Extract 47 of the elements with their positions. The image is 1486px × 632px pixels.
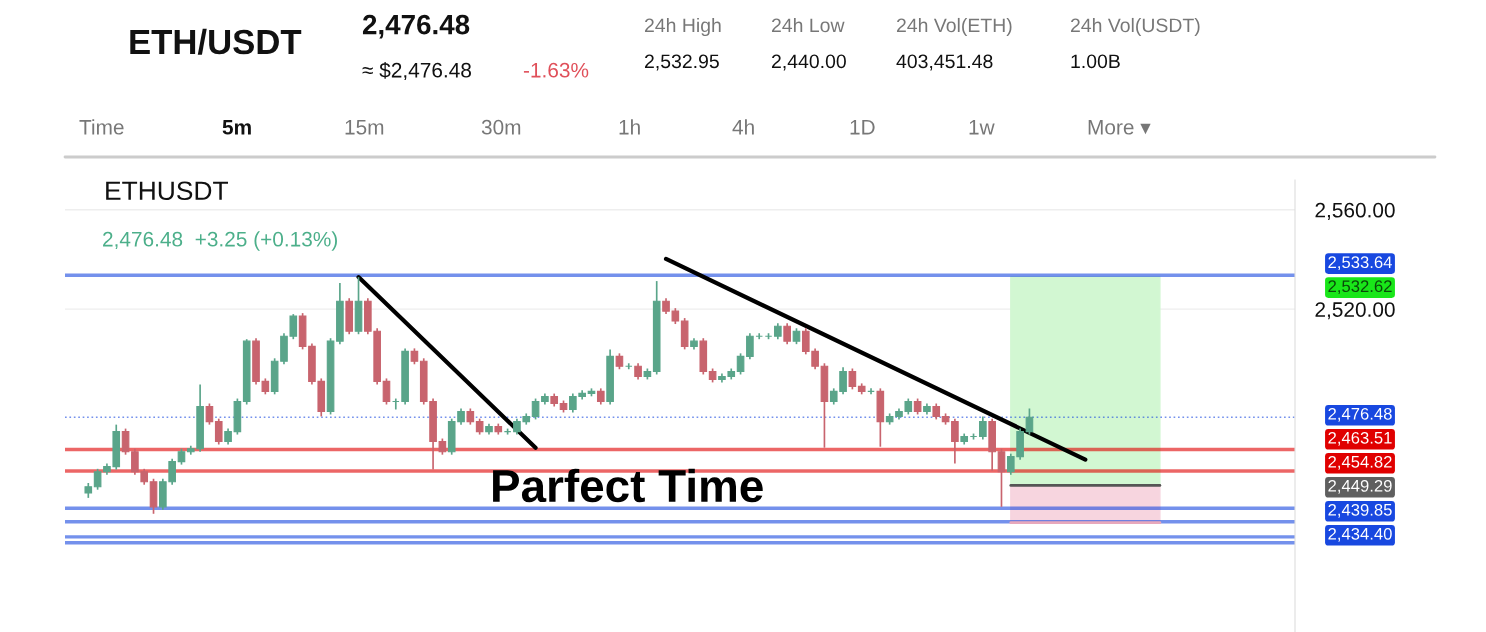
text: 4h xyxy=(732,119,754,135)
y-tick-label: 2,520.00 xyxy=(1315,302,1395,320)
text: 5m xyxy=(222,120,251,135)
ref-line-label: 2,454.82 xyxy=(1328,455,1392,470)
ref-line-label: 2,533.64 xyxy=(1328,256,1392,271)
text: 24h Low xyxy=(771,17,845,33)
text: 2,532.62 xyxy=(1328,280,1392,295)
candlestick xyxy=(531,397,540,421)
chart-title: ETH/USDT xyxy=(130,28,302,55)
candlestick xyxy=(736,352,745,376)
annotation: Parfect Time xyxy=(493,468,763,503)
annotation: 2,476.48 +3.25 (+0.13%) xyxy=(103,231,337,251)
annotation: ETHUSDT xyxy=(106,181,229,201)
ref-line-label: 2,434.40 xyxy=(1328,527,1392,542)
candlestick xyxy=(382,377,391,406)
ref-line-label: 2,463.51 xyxy=(1328,431,1392,446)
text: 2,440.00 xyxy=(771,54,846,71)
candlestick xyxy=(1025,407,1034,436)
text: 1D xyxy=(850,120,875,135)
y-tick-label: 2,560.00 xyxy=(1315,202,1395,221)
text: More ▾ xyxy=(1088,120,1151,135)
text: Time xyxy=(79,119,124,135)
candlestick xyxy=(746,332,754,361)
text: -1.63% xyxy=(523,62,589,78)
text: 24h High xyxy=(644,17,721,37)
text: 24h Vol(USDT) xyxy=(1070,17,1200,37)
candlestick xyxy=(214,417,223,446)
text: 15m xyxy=(345,120,384,135)
candlestick xyxy=(121,427,130,456)
text: 2,476.48 xyxy=(362,14,470,39)
ref-line-label: 2,476.48 xyxy=(1328,407,1392,422)
text: ≈ $2,476.48 xyxy=(362,61,471,81)
ref-line-label: 2,439.85 xyxy=(1328,503,1392,518)
candlestick xyxy=(205,402,214,426)
text: 1.00B xyxy=(1071,54,1120,69)
candlestick xyxy=(979,415,987,441)
candlestick xyxy=(783,322,791,345)
text: 24h Vol(ETH) xyxy=(896,17,1012,37)
text: 30m xyxy=(481,119,521,135)
text: 403,451.48 xyxy=(896,54,993,71)
text: 1h xyxy=(619,119,640,135)
text: 2,532.95 xyxy=(644,54,719,71)
candlestick xyxy=(997,447,1006,508)
candlestick xyxy=(951,417,959,465)
text: 1w xyxy=(969,120,995,135)
candlestick xyxy=(848,367,857,391)
text: 2,449.29 xyxy=(1328,479,1392,494)
